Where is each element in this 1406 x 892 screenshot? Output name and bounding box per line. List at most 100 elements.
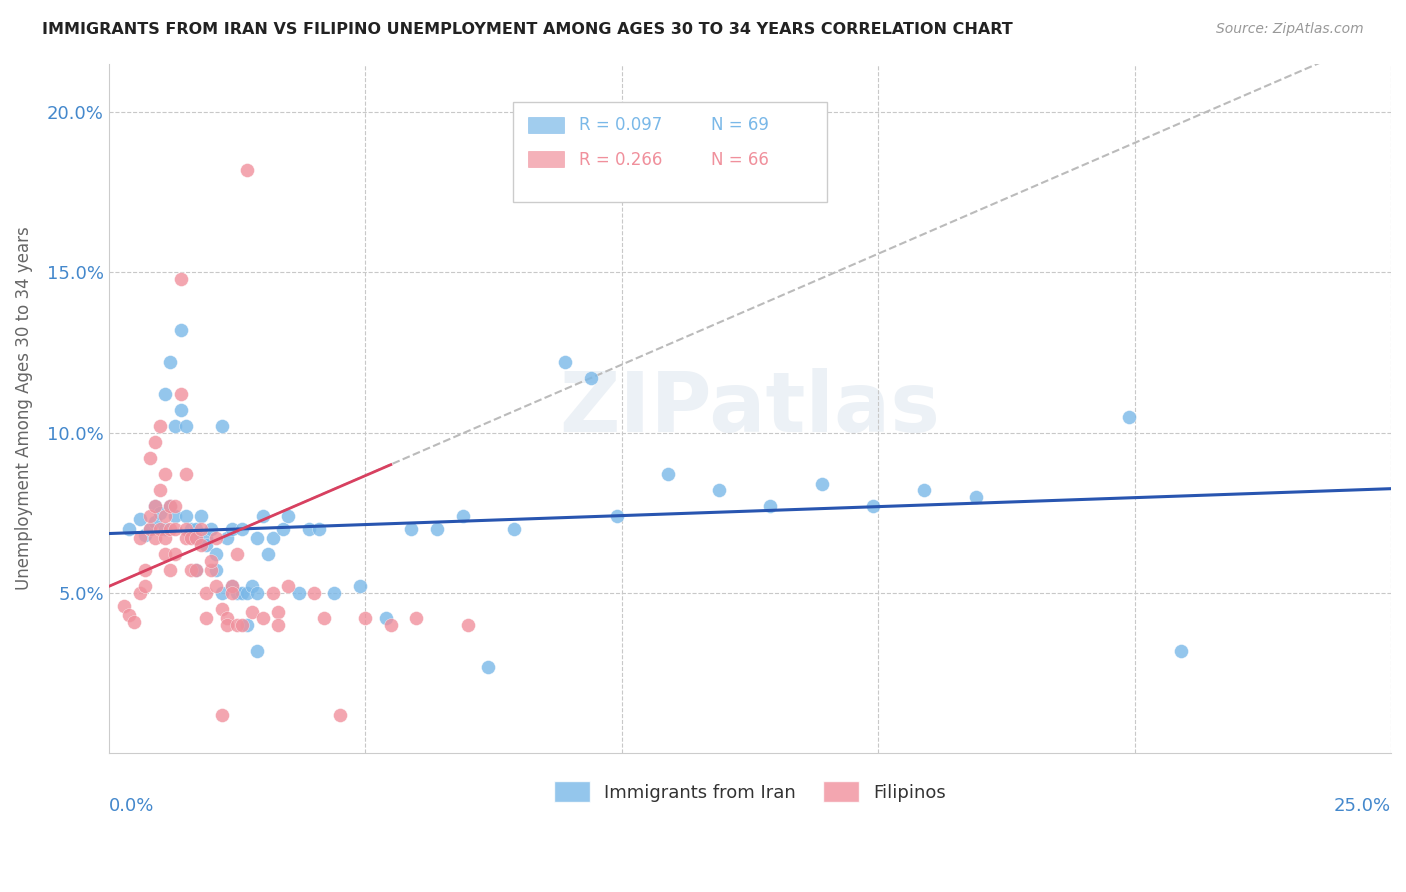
Point [426, 522, 449, 536]
Point [169, 403, 191, 417]
Point [221, 586, 243, 600]
Point [153, 547, 176, 561]
Point [267, 605, 290, 619]
Legend: Immigrants from Iran, Filipinos: Immigrants from Iran, Filipinos [547, 774, 953, 809]
Point [174, 508, 197, 523]
Text: N = 66: N = 66 [711, 151, 769, 169]
Point [149, 522, 172, 536]
Point [707, 483, 730, 498]
Point [165, 500, 187, 514]
Point [231, 618, 253, 632]
Point [128, 512, 150, 526]
Point [143, 532, 166, 546]
FancyBboxPatch shape [513, 102, 827, 202]
Text: 25.0%: 25.0% [1334, 797, 1391, 814]
Point [169, 323, 191, 337]
Point [236, 586, 259, 600]
Point [139, 522, 162, 536]
Point [184, 532, 207, 546]
Point [302, 586, 325, 600]
Point [200, 563, 222, 577]
Point [329, 707, 352, 722]
Y-axis label: Unemployment Among Ages 30 to 34 years: Unemployment Among Ages 30 to 34 years [15, 227, 32, 591]
Point [153, 532, 176, 546]
Point [153, 387, 176, 401]
Point [912, 483, 935, 498]
Point [159, 355, 181, 369]
Point [134, 563, 156, 577]
Point [184, 563, 207, 577]
Point [240, 579, 263, 593]
Point [605, 508, 627, 523]
Point [240, 605, 263, 619]
Point [190, 522, 212, 536]
Point [165, 522, 187, 536]
Point [128, 532, 150, 546]
Point [153, 522, 176, 536]
Point [314, 611, 336, 625]
Point [174, 522, 197, 536]
Point [169, 272, 191, 286]
Point [134, 579, 156, 593]
Point [236, 618, 259, 632]
Point [308, 522, 330, 536]
Point [810, 476, 832, 491]
Point [139, 508, 162, 523]
Point [298, 522, 321, 536]
Point [205, 547, 228, 561]
Point [211, 586, 233, 600]
Point [759, 500, 782, 514]
Text: 0.0%: 0.0% [108, 797, 155, 814]
Point [349, 579, 371, 593]
Point [554, 355, 576, 369]
Point [246, 586, 269, 600]
Point [205, 532, 228, 546]
Point [159, 522, 181, 536]
Point [139, 451, 162, 466]
Point [159, 563, 181, 577]
Point [231, 522, 253, 536]
Point [149, 506, 172, 520]
Point [139, 522, 162, 536]
Point [118, 522, 141, 536]
Point [246, 532, 269, 546]
Point [169, 387, 191, 401]
Point [143, 500, 166, 514]
Text: Source: ZipAtlas.com: Source: ZipAtlas.com [1216, 22, 1364, 37]
Point [180, 563, 202, 577]
Point [862, 500, 884, 514]
Point [287, 586, 309, 600]
Point [180, 522, 202, 536]
Point [190, 538, 212, 552]
Point [380, 618, 402, 632]
Point [195, 586, 218, 600]
Point [195, 611, 218, 625]
Point [184, 522, 207, 536]
Point [118, 608, 141, 623]
Point [153, 508, 176, 523]
FancyBboxPatch shape [529, 151, 564, 168]
Point [165, 508, 187, 523]
Point [211, 707, 233, 722]
Point [174, 532, 197, 546]
Point [579, 371, 602, 385]
Text: R = 0.097: R = 0.097 [579, 116, 662, 134]
Point [215, 532, 238, 546]
Point [267, 618, 290, 632]
Point [211, 602, 233, 616]
Point [165, 547, 187, 561]
Point [256, 547, 278, 561]
Point [405, 611, 427, 625]
Point [143, 500, 166, 514]
Point [190, 508, 212, 523]
Text: R = 0.266: R = 0.266 [579, 151, 662, 169]
Point [149, 419, 172, 434]
Point [221, 522, 243, 536]
Point [165, 419, 187, 434]
Text: N = 69: N = 69 [711, 116, 769, 134]
Point [323, 586, 346, 600]
Point [503, 522, 526, 536]
Point [374, 611, 396, 625]
Point [184, 532, 207, 546]
Text: IMMIGRANTS FROM IRAN VS FILIPINO UNEMPLOYMENT AMONG AGES 30 TO 34 YEARS CORRELAT: IMMIGRANTS FROM IRAN VS FILIPINO UNEMPLO… [42, 22, 1012, 37]
